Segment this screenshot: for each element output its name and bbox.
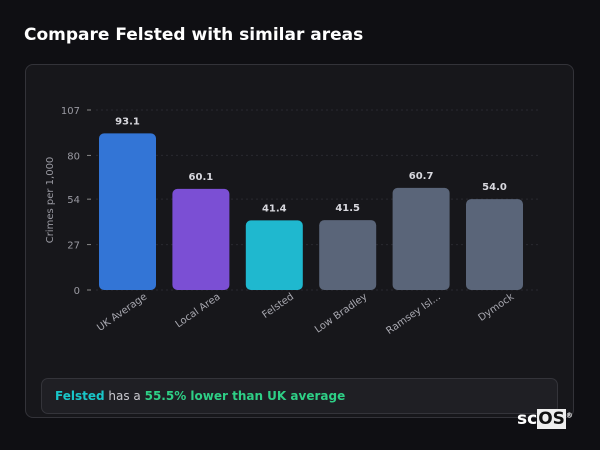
bar [99, 133, 156, 290]
data-label: 93.1 [115, 116, 140, 127]
summary-area: Felsted [55, 389, 105, 403]
y-tick-label: 27 [67, 241, 80, 252]
y-tick-label: 80 [67, 151, 80, 162]
bar [392, 187, 450, 290]
x-tick-label: Low Bradley [313, 291, 369, 335]
x-tick-label: Dymock [477, 291, 517, 324]
y-tick-label: 107 [61, 106, 80, 117]
y-tick-label: 0 [74, 286, 80, 297]
data-label: 54.0 [482, 182, 507, 193]
x-tick-label: UK Average [95, 291, 149, 333]
bar [466, 199, 523, 290]
x-tick-label: Local Area [174, 291, 223, 330]
data-label: 41.5 [335, 203, 360, 214]
data-label: 60.1 [189, 172, 214, 183]
summary-highlight: 55.5% lower than UK average [144, 389, 346, 403]
bar [172, 188, 230, 290]
summary-text: has a [104, 389, 145, 403]
bar [245, 220, 303, 290]
y-axis-label: Crimes per 1,000 [45, 157, 56, 244]
data-label: 60.7 [409, 171, 434, 182]
page-title: Compare Felsted with similar areas [24, 25, 364, 45]
scos-logo: scOS® [517, 409, 573, 429]
summary-box: Felsted has a 55.5% lower than UK averag… [41, 378, 558, 414]
bar [319, 220, 377, 290]
x-tick-label: Felsted [260, 291, 296, 321]
data-label: 41.4 [262, 203, 287, 214]
x-tick-label: Ramsey Isl... [384, 291, 442, 336]
y-tick-label: 54 [67, 195, 80, 206]
